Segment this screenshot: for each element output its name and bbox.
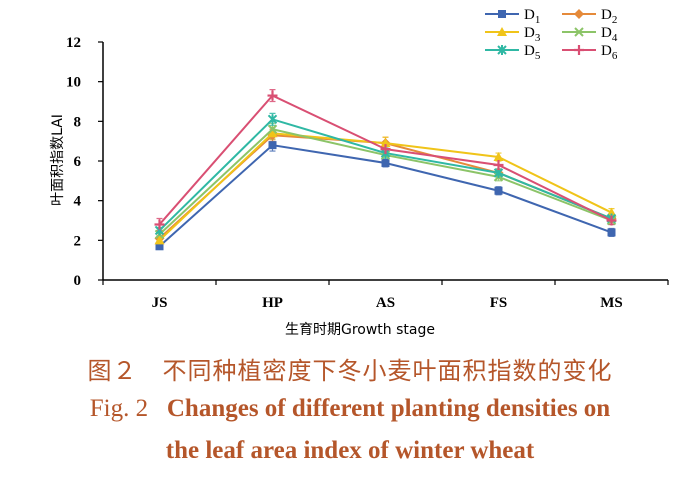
data-point-d6 [606, 215, 617, 226]
legend-marker [574, 45, 584, 55]
data-point-d3 [380, 138, 391, 148]
y-tick-label: 8 [74, 114, 82, 130]
data-point-d6 [493, 159, 504, 170]
legend-item-d5: D5 [485, 43, 541, 62]
data-point-d6 [267, 90, 278, 101]
figure-number: Fig. 2 [89, 395, 149, 422]
chart-axes [98, 41, 669, 285]
legend-label: D6 [601, 43, 618, 62]
y-tick-label: 0 [74, 273, 82, 289]
legend-label: D2 [601, 7, 617, 26]
legend-label: D1 [524, 7, 540, 26]
x-tick-labels: JS HP AS FS MS [152, 295, 623, 311]
figure-caption-english-line1: Fig. 2 Changes of different planting den… [0, 395, 700, 423]
data-point-d5 [267, 114, 278, 125]
legend-label: D4 [601, 25, 618, 44]
legend-marker [498, 10, 506, 18]
legend-item-d2: D2 [562, 7, 617, 26]
y-tick-label: 6 [74, 154, 82, 170]
data-point-d3 [154, 235, 165, 245]
data-point-d1 [268, 141, 277, 150]
data-point-d3 [493, 152, 504, 162]
y-tick-label: 10 [66, 75, 81, 91]
legend-marker [497, 27, 507, 36]
legend-item-d1: D1 [485, 7, 540, 26]
y-tick-label: 12 [66, 35, 81, 51]
legend-marker [574, 9, 584, 19]
caption-title-part1: Changes of different planting densities … [166, 395, 611, 422]
figure-caption-chinese: 图２ 不同种植密度下冬小麦叶面积指数的变化 [87, 357, 613, 385]
legend-marker [497, 45, 507, 55]
y-axis-title: 叶面积指数LAI [50, 114, 66, 206]
legend-item-d3: D3 [485, 25, 541, 44]
data-point-d1 [381, 158, 390, 167]
x-tick-label: FS [490, 295, 508, 311]
legend-item-d4: D4 [562, 25, 618, 44]
legend-label: D3 [524, 25, 541, 44]
legend-item-d6: D6 [562, 43, 618, 62]
legend-marker [574, 27, 584, 37]
x-axis-title: 生育时期Growth stage [285, 322, 435, 338]
legend-label: D5 [524, 43, 541, 62]
x-tick-label: JS [152, 295, 168, 311]
data-point-d6 [380, 144, 391, 155]
data-point-d1 [155, 242, 164, 251]
x-tick-label: MS [600, 295, 623, 311]
data-point-d6 [154, 219, 165, 230]
y-tick-label: 2 [74, 233, 82, 249]
data-point-d1 [607, 228, 616, 237]
y-tick-label: 4 [74, 194, 82, 210]
data-point-d3 [606, 207, 617, 217]
data-point-d1 [494, 186, 503, 195]
lai-line-chart: 0 2 4 6 8 10 12 JS HP AS FS MS 叶面积指数LAI 生育时期Growth… [50, 7, 669, 338]
data-series [154, 90, 617, 251]
data-point-d3 [267, 128, 278, 138]
y-tick-labels: 0 2 4 6 8 10 12 [66, 35, 82, 289]
data-point-d4 [267, 124, 278, 134]
legend: D1 D2 D3 D4 D5 D6 [485, 7, 618, 62]
x-tick-label: AS [376, 295, 395, 311]
figure-caption-english-line2: the leaf area index of winter wheat [165, 437, 535, 464]
x-tick-label: HP [262, 295, 283, 311]
error-bars [156, 89, 615, 250]
